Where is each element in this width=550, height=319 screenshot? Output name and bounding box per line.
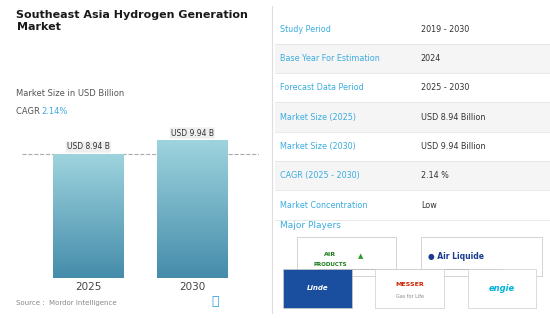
Bar [275,161,550,190]
Text: Market Size (2030): Market Size (2030) [280,142,356,151]
Bar [275,132,550,161]
Text: ▲: ▲ [358,254,363,259]
Text: USD 9.94 B: USD 9.94 B [171,129,214,137]
Bar [275,44,550,73]
Text: Study Period: Study Period [280,25,331,33]
Bar [275,102,550,132]
Text: Major Players: Major Players [280,221,342,230]
Text: Southeast Asia Hydrogen Generation
Market: Southeast Asia Hydrogen Generation Marke… [16,10,249,32]
Text: USD 9.94 Billion: USD 9.94 Billion [421,142,485,151]
Text: Forecast Data Period: Forecast Data Period [280,83,364,92]
Text: CAGR (2025 - 2030): CAGR (2025 - 2030) [280,171,360,180]
Text: Low: Low [421,201,437,210]
Text: PRODUCTS: PRODUCTS [313,263,347,267]
Text: Market Size in USD Billion: Market Size in USD Billion [16,89,125,98]
Bar [421,237,542,276]
Text: engie: engie [489,284,515,293]
Text: 2.14%: 2.14% [41,107,68,116]
Text: ● Air Liquide: ● Air Liquide [428,252,485,261]
Text: AIR: AIR [324,252,336,257]
Text: Linde: Linde [307,286,328,291]
Bar [275,190,550,220]
Text: Base Year For Estimation: Base Year For Estimation [280,54,380,63]
Text: 2.14 %: 2.14 % [421,171,449,180]
Bar [297,237,396,276]
Text: Market Concentration: Market Concentration [280,201,368,210]
Text: 2025 - 2030: 2025 - 2030 [421,83,469,92]
Bar [375,269,444,308]
Text: 2024: 2024 [421,54,441,63]
Text: Gas for Life: Gas for Life [396,294,424,299]
Text: USD 8.94 B: USD 8.94 B [67,143,109,152]
Text: Source :  Mordor Intelligence: Source : Mordor Intelligence [16,300,117,306]
Text: USD 8.94 Billion: USD 8.94 Billion [421,113,485,122]
Text: MESSER: MESSER [395,282,424,287]
Bar [275,14,550,44]
Bar [275,73,550,102]
Text: CAGR: CAGR [16,107,43,116]
Text: Market Size (2025): Market Size (2025) [280,113,356,122]
Text: 2019 - 2030: 2019 - 2030 [421,25,469,33]
Text: Ⓜ: Ⓜ [212,295,219,308]
Bar [283,269,352,308]
Bar [468,269,536,308]
